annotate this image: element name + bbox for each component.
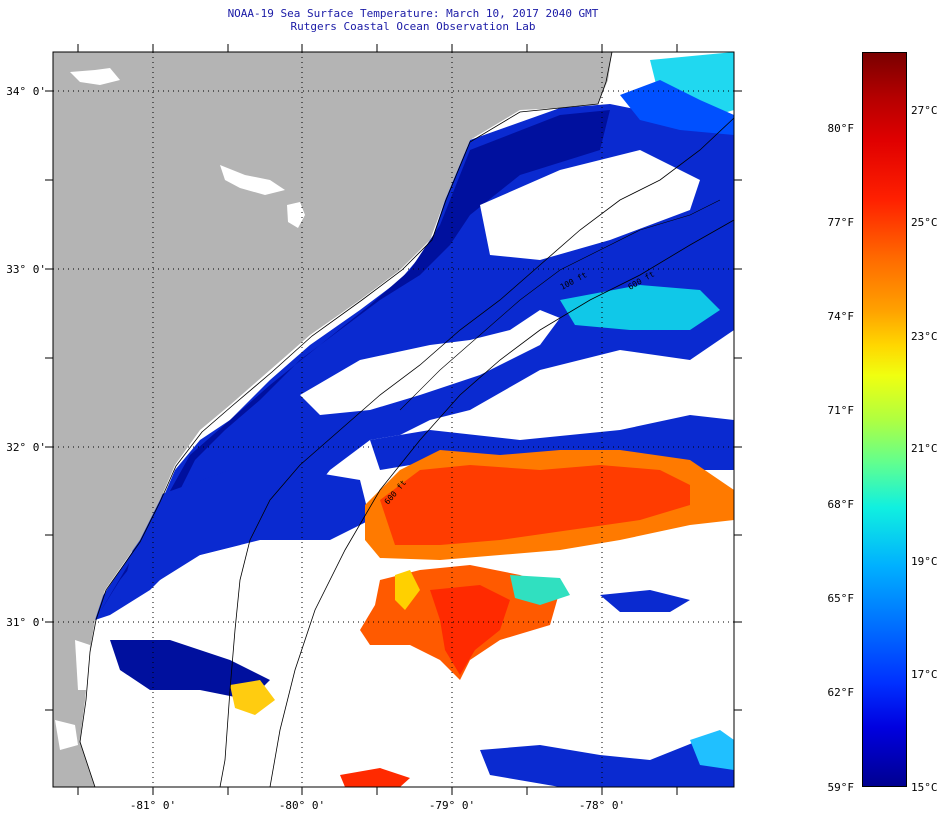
title-line-2: Rutgers Coastal Ocean Observation Lab [290, 20, 536, 33]
coastline [79, 52, 613, 787]
colorbar-f-68: 68°F [827, 498, 855, 511]
land-cloud-3 [287, 202, 305, 228]
isobath-100ft [219, 117, 734, 787]
lon-label-78: -78° 0' [578, 799, 626, 812]
colorbar-f-74: 74°F [827, 310, 855, 323]
lat-label-32: 32° 0' [6, 441, 46, 454]
warm-filament-core [430, 585, 510, 675]
warm-patch-southwest [230, 680, 275, 715]
isobath-inner [399, 199, 721, 411]
colorbar-c-15: 15°C [911, 781, 938, 794]
isobath-600ft [269, 219, 734, 787]
cold-patch-se [600, 590, 690, 612]
land-cloud-4 [55, 720, 78, 750]
lon-label-79: -79° 0' [428, 799, 476, 812]
colorbar-c-17: 17°C [911, 668, 938, 681]
lat-label-34: 34° 0' [6, 85, 46, 98]
colorbar-f-80: 80°F [827, 122, 855, 135]
gulf-stream-core [380, 465, 690, 545]
warm-patch-bottom [340, 768, 410, 787]
blue-northeast [620, 80, 734, 135]
cyan-streak [560, 285, 720, 330]
colorbar-c-23: 23°C [911, 330, 938, 343]
land-cloud-2 [220, 165, 285, 195]
colorbar-c-19: 19°C [911, 555, 938, 568]
cold-patch-bottom-right [480, 740, 734, 787]
map-title: NOAA-19 Sea Surface Temperature: March 1… [0, 7, 826, 33]
colorbar [862, 52, 907, 787]
cold-water-deep [100, 110, 610, 612]
colorbar-f-62: 62°F [827, 686, 855, 699]
cyan-patch-bottom-right [690, 730, 734, 770]
land-cloud-1 [70, 68, 120, 85]
lat-label-33: 33° 0' [6, 263, 46, 276]
title-line-1: NOAA-19 Sea Surface Temperature: March 1… [227, 7, 599, 20]
graticule [53, 52, 734, 787]
cloud-gap-2 [480, 150, 700, 260]
land-cloud-5 [75, 640, 90, 690]
colorbar-f-77: 77°F [827, 216, 855, 229]
colorbar-c-21: 21°C [911, 442, 938, 455]
colorbar-f-71: 71°F [827, 404, 855, 417]
colorbar-f-59: 59°F [827, 781, 855, 794]
yellow-edge [395, 570, 420, 610]
colorbar-f-65: 65°F [827, 592, 855, 605]
lon-label-81: -81° 0' [129, 799, 177, 812]
lon-label-80: -80° 0' [278, 799, 326, 812]
map-content [53, 52, 734, 787]
map-frame [52, 51, 735, 788]
colorbar-c-25: 25°C [911, 216, 938, 229]
cyan-edge-south [510, 575, 570, 605]
colorbar-c-27: 27°C [911, 104, 938, 117]
land-mass [53, 52, 612, 787]
cold-patch-south [120, 470, 370, 600]
lat-label-31: 31° 0' [6, 616, 46, 629]
axis-ticks [45, 44, 742, 795]
cloud-gap-1 [300, 310, 560, 415]
